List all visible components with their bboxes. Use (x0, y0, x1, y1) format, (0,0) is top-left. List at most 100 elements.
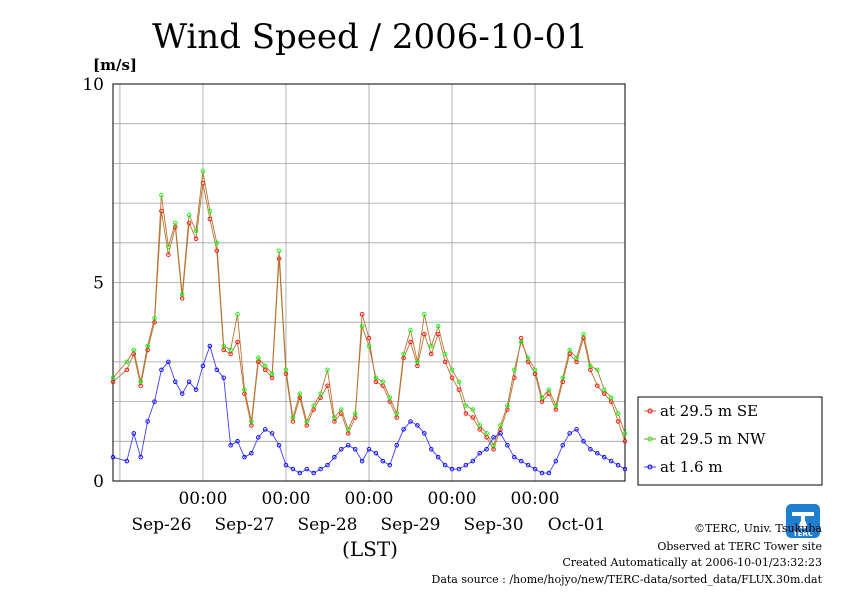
y-axis-unit: [m/s] (93, 56, 137, 74)
x-axis-label: (LST) (342, 537, 398, 561)
data-point (525, 462, 531, 468)
data-point (345, 427, 351, 432)
data-point (352, 446, 358, 452)
data-point (449, 466, 455, 472)
data-point (463, 403, 469, 408)
data-point (318, 466, 323, 472)
data-point (601, 454, 607, 460)
data-point (615, 462, 621, 468)
data-point (193, 387, 199, 392)
data-point (131, 431, 137, 436)
x-tick-date-label: Oct-01 (548, 515, 606, 535)
legend-label: at 29.5 m NW (660, 430, 766, 448)
data-point (373, 450, 379, 456)
data-point (186, 212, 192, 218)
data-point (200, 169, 206, 174)
data-point (567, 347, 572, 353)
data-point (588, 446, 593, 452)
data-point (380, 458, 386, 464)
data-point (463, 462, 469, 468)
legend-label: at 1.6 m (660, 458, 723, 476)
data-point (532, 466, 538, 472)
data-point (505, 443, 510, 448)
data-point (228, 347, 233, 353)
data-point (159, 192, 164, 198)
x-tick-date-label: Sep-29 (381, 515, 441, 535)
data-point (214, 367, 220, 373)
data-point (297, 391, 303, 396)
data-point (318, 391, 323, 396)
data-point (193, 228, 199, 234)
data-point (138, 454, 143, 460)
data-point (518, 339, 524, 345)
series-group (110, 169, 628, 476)
data-point (408, 339, 413, 345)
series-line (112, 171, 626, 447)
data-point (179, 391, 185, 396)
data-point (311, 403, 316, 408)
data-point (456, 387, 462, 392)
x-tick-time-label: 00:00 (511, 489, 560, 509)
data-point (387, 462, 393, 468)
data-point (366, 446, 372, 452)
data-point (186, 379, 192, 385)
data-point (574, 355, 579, 361)
data-point (512, 454, 517, 460)
data-point (152, 315, 157, 321)
data-point (456, 466, 462, 472)
data-point (110, 375, 116, 381)
footer-source: Data source : /home/hojyo/new/TERC-data/… (432, 573, 823, 586)
data-point (166, 359, 171, 365)
data-point (276, 443, 282, 448)
x-tick-time-label: 00:00 (178, 489, 227, 509)
data-point (249, 419, 254, 424)
data-point (166, 244, 171, 250)
data-point (477, 423, 482, 428)
data-point (207, 343, 213, 349)
logo-text: TERC (793, 530, 813, 538)
data-point (484, 446, 489, 452)
data-point (145, 343, 150, 349)
data-point (256, 435, 261, 440)
grid-lines (113, 84, 625, 481)
x-tick-date-label: Sep-30 (464, 515, 524, 535)
data-point (484, 431, 489, 436)
data-point (546, 470, 552, 476)
data-point (429, 351, 434, 357)
x-tick-date-label: Sep-27 (214, 515, 274, 535)
legend-marker (647, 436, 653, 442)
data-point (581, 439, 586, 444)
data-point (235, 339, 240, 345)
data-point (262, 427, 268, 432)
data-point (422, 431, 427, 436)
data-point (539, 470, 545, 476)
data-point (124, 359, 130, 365)
data-point (394, 443, 399, 448)
data-point (249, 450, 254, 456)
data-point (332, 415, 337, 420)
data-point (567, 431, 572, 436)
x-tick-date-label: Sep-28 (298, 515, 358, 535)
series-2 (110, 343, 628, 476)
data-point (415, 423, 420, 428)
data-point (124, 367, 130, 373)
x-tick-time-label: 00:00 (345, 489, 394, 509)
data-point (435, 323, 441, 329)
data-point (574, 427, 579, 432)
series-1 (110, 169, 628, 448)
x-tick-date-label: Sep-26 (131, 515, 191, 535)
data-point (477, 450, 482, 456)
data-point (532, 367, 538, 373)
data-point (262, 363, 268, 369)
data-point (304, 466, 309, 472)
data-point (601, 387, 607, 392)
legend: at 29.5 m SE at 29.5 m NW at 1.6 m (637, 396, 823, 486)
data-point (470, 415, 476, 420)
legend-marker (647, 464, 653, 470)
data-point (138, 379, 143, 385)
data-point (560, 375, 565, 381)
data-point (325, 383, 330, 388)
data-point (498, 431, 503, 436)
data-point (595, 383, 600, 388)
data-point (242, 387, 247, 392)
